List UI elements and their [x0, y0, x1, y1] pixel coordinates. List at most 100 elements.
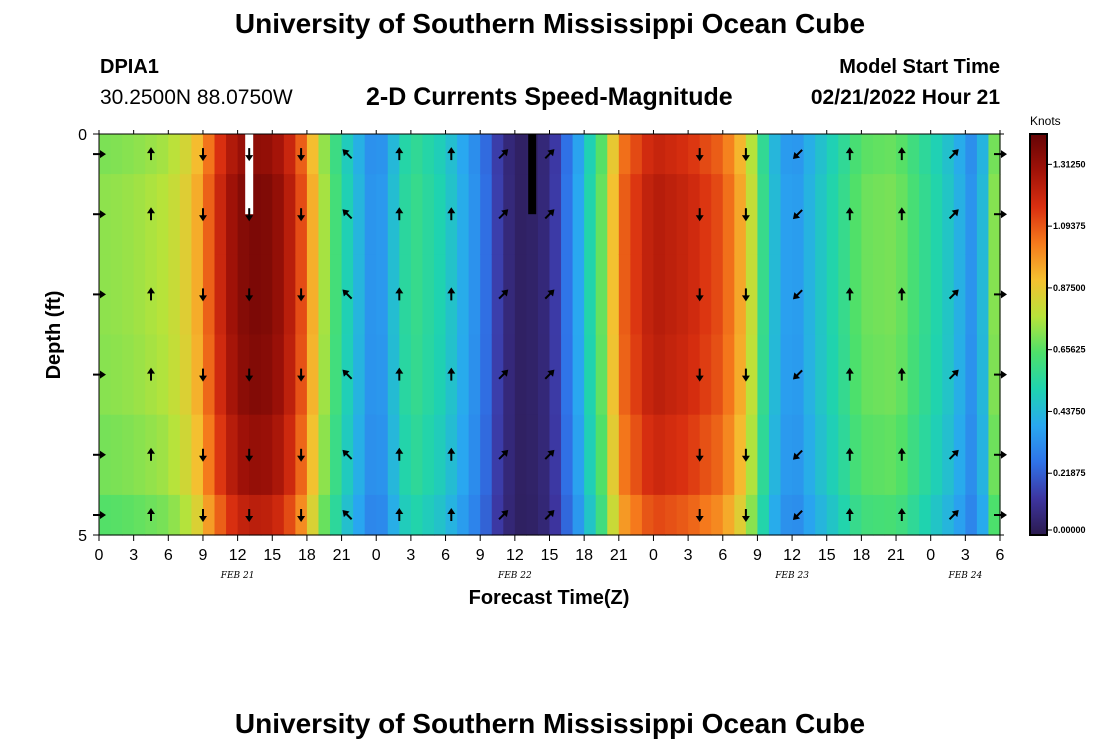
heatmap-cell: [907, 414, 920, 496]
heatmap-cell: [179, 134, 193, 175]
heatmap-cell: [849, 254, 862, 336]
heatmap-cell: [849, 494, 862, 536]
heatmap-cell: [191, 414, 204, 496]
heatmap-cell: [272, 134, 285, 175]
heatmap-cell: [838, 494, 851, 536]
heatmap-cell: [930, 254, 943, 336]
current-vector-arrow: [199, 208, 207, 222]
heatmap-cell: [711, 254, 724, 336]
heatmap-cell: [237, 414, 250, 496]
heatmap-cell: [330, 494, 343, 536]
heatmap-cell: [399, 494, 412, 536]
heatmap-cell: [584, 334, 597, 416]
heatmap-cell: [376, 494, 389, 536]
heatmap-cell: [572, 414, 585, 496]
heatmap-cell: [572, 174, 585, 255]
heatmap-cell: [815, 414, 828, 496]
heatmap-cell: [665, 414, 678, 496]
current-vector-arrow: [297, 368, 306, 382]
heatmap-cell: [422, 254, 435, 336]
current-vector-arrow: [498, 209, 509, 220]
heatmap-cell: [768, 174, 782, 255]
current-vector-arrow: [395, 287, 404, 301]
heatmap-cell: [526, 334, 539, 416]
heatmap-cell: [433, 254, 447, 336]
heatmap-cell: [711, 494, 724, 536]
heatmap-cell: [202, 334, 216, 416]
heatmap-cell: [953, 414, 966, 496]
heatmap-cell: [226, 254, 239, 336]
heatmap-cell: [734, 414, 747, 496]
colorbar-tick-label: 1.09375: [1053, 221, 1086, 231]
heatmap-cell: [191, 494, 204, 536]
heatmap-cell: [468, 254, 481, 336]
heatmap-cell: [561, 414, 574, 496]
y-axis-title: Depth (ft): [43, 291, 65, 380]
heatmap-cell: [630, 414, 643, 496]
heatmap-cell: [965, 174, 978, 255]
heatmap-cell: [387, 334, 400, 416]
heatmap-cell: [976, 414, 990, 496]
heatmap-cell: [849, 414, 862, 496]
current-vector-arrow: [695, 448, 704, 462]
heatmap-cell: [618, 174, 631, 255]
heatmap-cell: [561, 134, 574, 175]
heatmap-cell: [907, 334, 920, 416]
heatmap-cell: [676, 414, 689, 496]
heatmap-cell: [722, 134, 735, 175]
heatmap-cell: [537, 174, 551, 255]
heatmap-cell: [376, 414, 389, 496]
heatmap-cell: [503, 174, 516, 255]
heatmap-cell: [457, 494, 470, 536]
heatmap-cell: [688, 414, 701, 496]
current-vector-arrow: [994, 150, 1007, 159]
missing-data-mark: [245, 134, 254, 215]
heatmap-cell: [803, 174, 816, 255]
heatmap-cell: [249, 254, 262, 336]
heatmap-cell: [364, 494, 377, 536]
heatmap-cell: [942, 414, 955, 496]
heatmap-cell: [745, 334, 759, 416]
heatmap-cell: [433, 134, 447, 175]
heatmap-cell: [561, 174, 574, 255]
heatmap-cell: [688, 254, 701, 336]
heatmap-cell: [861, 174, 874, 255]
heatmap-cell: [549, 134, 562, 175]
heatmap-cell: [907, 494, 920, 536]
heatmap-cell: [122, 134, 135, 175]
heatmap-cell: [156, 414, 169, 496]
heatmap-cell: [826, 334, 839, 416]
heatmap-cell: [630, 334, 643, 416]
current-vector-arrow: [695, 368, 704, 382]
heatmap-cell: [318, 174, 331, 255]
x-tick-label: 15: [263, 547, 281, 564]
heatmap-cell: [884, 254, 897, 336]
heatmap-cell: [202, 254, 216, 336]
heatmap-cell: [641, 414, 655, 496]
heatmap-cell: [930, 414, 943, 496]
x-tick-label: 6: [164, 547, 173, 564]
heatmap-cell: [768, 254, 782, 336]
heatmap-cell: [919, 174, 932, 255]
current-vector-arrow: [498, 449, 509, 460]
heatmap-cell: [849, 134, 862, 175]
current-vector-arrow: [544, 449, 555, 460]
date-label: FEB 22: [497, 571, 532, 581]
heatmap-cell: [641, 494, 655, 536]
heatmap-cell: [722, 414, 735, 496]
current-vector-arrow: [245, 368, 254, 382]
heatmap-cell: [133, 174, 146, 255]
heatmap-cell: [410, 334, 424, 416]
heatmap-cell: [734, 174, 747, 255]
heatmap-cell: [272, 174, 285, 255]
heatmap-cell: [249, 414, 262, 496]
heatmap-cell: [861, 414, 874, 496]
heatmap-cell: [780, 414, 793, 496]
current-vector-arrow: [948, 510, 959, 520]
heatmap-cell: [826, 174, 839, 255]
heatmap-cell: [688, 174, 701, 255]
heatmap-cell: [618, 254, 631, 336]
heatmap-cell: [584, 174, 597, 255]
heatmap-cell: [780, 174, 793, 255]
current-vector-arrow: [897, 147, 906, 161]
